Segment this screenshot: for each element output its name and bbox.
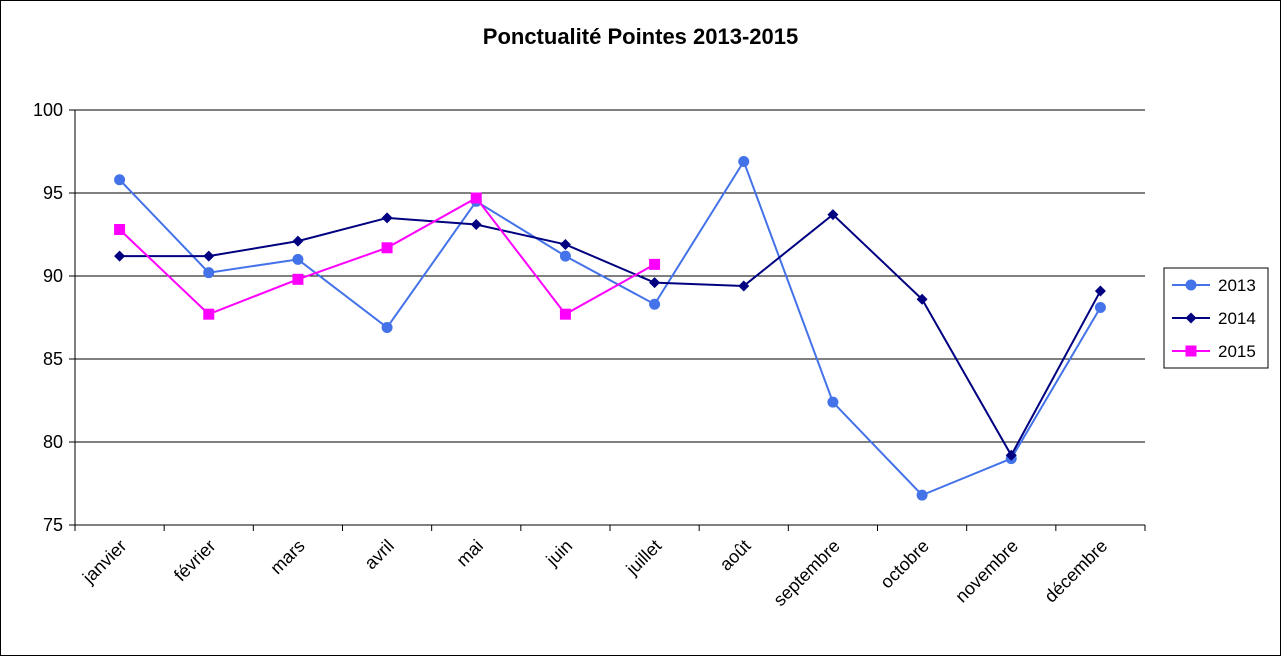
data-point-2013-décembre — [1094, 302, 1106, 314]
legend-item-2014: 2014 — [1172, 309, 1256, 328]
series-line-2014 — [119, 213, 1102, 458]
data-point-2015-février — [203, 308, 215, 320]
x-tick-label-juin: juin — [542, 536, 577, 571]
data-point-2015-avril — [381, 242, 393, 254]
legend-label: 2013 — [1218, 276, 1256, 295]
y-tick-label: 85 — [43, 349, 63, 369]
y-tick-label: 95 — [43, 183, 63, 203]
data-point-2013-juillet — [649, 298, 661, 310]
data-point-2013-août — [738, 155, 750, 167]
data-point-2014-mars — [292, 235, 304, 247]
data-point-2015-mars — [292, 273, 304, 285]
y-tick-label: 80 — [43, 432, 63, 452]
legend-item-2013: 2013 — [1172, 276, 1256, 295]
y-tick-label: 75 — [43, 515, 63, 535]
legend-label: 2014 — [1218, 309, 1256, 328]
axes: 75 80 85 90 95 100 janvier février mars avril mai j… — [33, 100, 1146, 610]
data-point-2015-mai — [470, 192, 482, 204]
x-tick-label-décembre: décembre — [1041, 536, 1112, 607]
y-tick-label: 90 — [43, 266, 63, 286]
x-tick-label-octobre: octobre — [876, 536, 933, 593]
legend-item-2015: 2015 — [1172, 342, 1256, 361]
data-point-2014-mai — [470, 219, 482, 231]
chart-title: Ponctualité Pointes 2013-2015 — [482, 24, 799, 49]
data-point-2013-septembre — [827, 396, 839, 408]
data-point-2013-mars — [292, 253, 304, 265]
data-point-2015-juin — [559, 308, 571, 320]
x-tick-label-juillet: juillet — [622, 536, 666, 580]
data-point-2014-février — [203, 250, 215, 262]
data-point-2013-juin — [559, 250, 571, 262]
data-point-2013-octobre — [916, 489, 928, 501]
data-point-2013-février — [203, 267, 215, 279]
legend-label: 2015 — [1218, 342, 1256, 361]
x-tick-label-septembre: septembre — [769, 536, 843, 610]
data-point-2014-avril — [381, 212, 393, 224]
legend-marker — [1185, 345, 1197, 357]
data-point-2014-juillet — [649, 277, 661, 289]
data-point-2013-avril — [381, 321, 393, 333]
data-point-2014-janvier — [114, 250, 126, 262]
x-tick-label-mai: mai — [452, 536, 487, 571]
legend-marker — [1185, 312, 1197, 324]
x-tick-label-août: août — [716, 536, 755, 575]
legend: 2013 2014 2015 — [1163, 267, 1269, 369]
data-point-2014-novembre — [1005, 449, 1017, 461]
data-point-2015-janvier — [114, 224, 126, 236]
data-point-2014-août — [738, 280, 750, 292]
data-point-2014-octobre — [916, 293, 928, 305]
x-tick-label-novembre: novembre — [951, 536, 1022, 607]
x-tick-label-avril: avril — [360, 536, 397, 573]
series-2013 — [114, 155, 1106, 501]
series-2014 — [114, 209, 1106, 461]
y-tick-label: 100 — [33, 100, 63, 120]
legend-marker — [1185, 279, 1197, 291]
series-line-2013 — [118, 159, 1102, 497]
data-point-2014-décembre — [1094, 285, 1106, 297]
data-point-2014-septembre — [827, 209, 839, 221]
data-point-2015-juillet — [649, 258, 661, 270]
data-point-2014-juin — [559, 238, 571, 250]
series — [114, 155, 1106, 501]
gridlines — [75, 109, 1145, 443]
series-2015 — [114, 192, 661, 320]
x-tick-label-janvier: janvier — [78, 536, 130, 588]
data-point-2013-janvier — [114, 174, 126, 186]
x-tick-label-mars: mars — [266, 536, 308, 578]
x-tick-label-février: février — [170, 536, 220, 586]
